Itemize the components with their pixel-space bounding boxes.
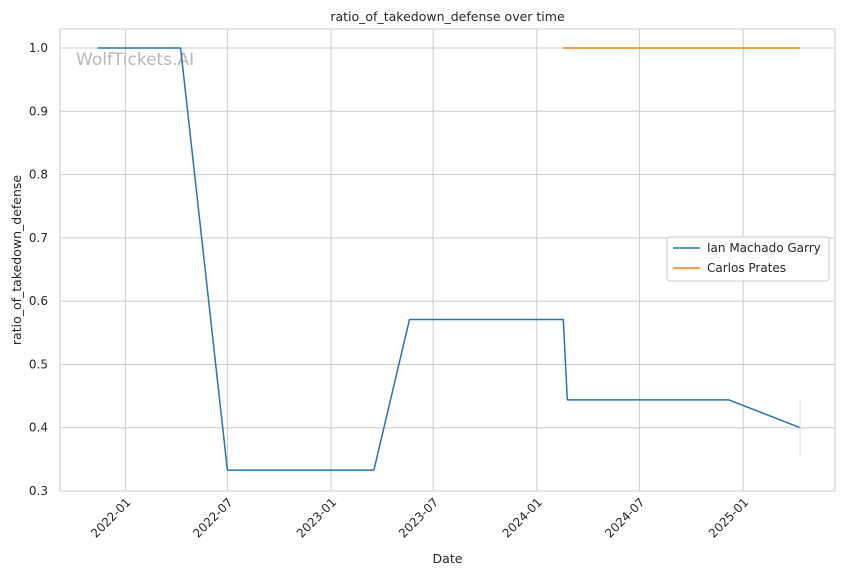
series-layer [97,47,801,471]
x-axis-label: Date [433,551,463,566]
y-tick-label: 1.0 [29,41,48,55]
grid [60,29,835,492]
legend-label: Ian Machado Garry [707,241,821,255]
legend-label: Carlos Prates [707,261,786,275]
y-tick-label: 0.5 [29,357,48,371]
legend-box [666,236,830,282]
series-line [97,47,801,471]
y-axis-label: ratio_of_takedown_defense [9,175,24,346]
y-tick-label: 0.6 [29,294,48,308]
legend: Ian Machado Garry Carlos Prates [666,236,830,282]
y-tick-label: 0.8 [29,168,48,182]
y-tick-label: 0.7 [29,231,48,245]
plot-area [59,28,836,492]
chart-title: ratio_of_takedown_defense over time [330,9,565,24]
y-tick-label: 0.3 [29,484,48,498]
y-tick-label: 0.4 [29,421,48,435]
watermark: WolfTickets.AI [76,50,194,70]
y-tick-label: 0.9 [29,104,48,118]
